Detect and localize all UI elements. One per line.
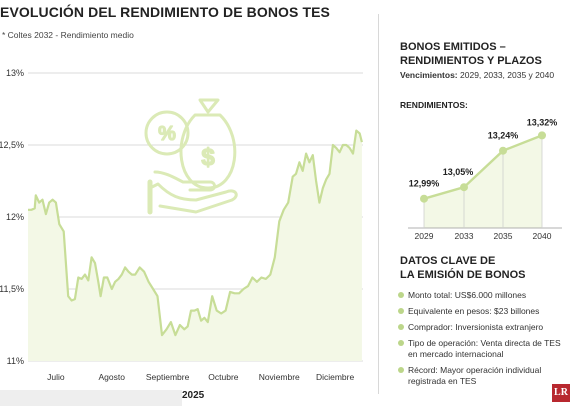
key-title-line1: DATOS CLAVE DE (400, 255, 496, 267)
key-title-line2: LA EMISIÓN DE BONOS (400, 269, 526, 281)
key-data-value: US$6.000 millones (454, 290, 527, 300)
chart-subtitle: * Coltes 2032 - Rendimiento medio (2, 30, 134, 40)
x-tick-label: Septiembre (146, 372, 190, 382)
page-title: EVOLUCIÓN DEL RENDIMIENTO DE BONOS TES (0, 4, 330, 20)
svg-text:%: % (158, 123, 176, 145)
year-label: 2025 (182, 390, 205, 401)
bullet-icon (398, 324, 404, 330)
side-point (460, 183, 468, 192)
bond-yields-chart: 12,99% 2029 13,05% 2033 13,24% 2035 13,32% 2040 (408, 117, 562, 241)
y-axis-ticks: 11% 11,5% 12% 12,5% 13% (0, 68, 24, 366)
bullet-icon (398, 292, 404, 298)
key-data-item: Comprador: Inversionista extranjero (398, 322, 570, 333)
maturities-value: 2029, 2033, 2035 y 2040 (460, 70, 555, 80)
yield-area (28, 130, 362, 361)
maturities-line: Vencimientos: 2029, 2033, 2035 y 2040 (400, 70, 554, 80)
side-title-line2: RENDIMIENTOS Y PLAZOS (400, 55, 542, 67)
money-bag-icon: % $ (144, 98, 238, 215)
key-data-value: Inversionista extranjero (455, 322, 544, 332)
yields-label: RENDIMIENTOS: (400, 100, 468, 110)
section-divider (378, 14, 379, 394)
yield-line (28, 129, 363, 337)
x-tick-label: Diciembre (316, 372, 355, 382)
chart-area-layer (28, 130, 362, 361)
y-tick-label: 12% (6, 212, 24, 222)
key-data-label: Tipo de operación: (408, 338, 481, 348)
x-tick-label: Noviembre (259, 372, 300, 382)
year-bar (0, 390, 182, 406)
key-data-title: DATOS CLAVE DE LA EMISIÓN DE BONOS (400, 254, 570, 282)
y-tick-label: 11,5% (0, 284, 24, 294)
side-x-label: 2035 (494, 231, 513, 241)
x-axis-ticks: Julio Agosto Septiembre Octubre Noviembre Dic… (47, 372, 354, 382)
key-data-list: Monto total: US$6.000 millones Equivalent… (398, 290, 570, 392)
side-point (499, 146, 507, 155)
side-area (424, 135, 542, 228)
key-data-label: Equivalente en pesos: (408, 306, 495, 316)
x-tick-label: Julio (47, 372, 65, 382)
svg-text:$: $ (201, 144, 215, 171)
y-tick-label: 13% (6, 68, 24, 78)
key-data-item: Récord: Mayor operación individual regis… (398, 365, 570, 387)
side-title-line1: BONOS EMITIDOS – (400, 41, 506, 53)
lr-logo: LR (552, 384, 570, 402)
key-data-value: $23 billones (494, 306, 540, 316)
side-data-label: 13,05% (443, 167, 474, 177)
side-x-label: 2040 (533, 231, 552, 241)
side-data-label: 12,99% (409, 179, 440, 189)
key-data-value: Mayor operación individual registrada en… (408, 365, 542, 386)
key-data-item: Equivalente en pesos: $23 billones (398, 306, 570, 317)
yield-evolution-chart: % $ 11% 11,5% 12% 12,5% 13% Julio Agosto Septi… (0, 68, 363, 382)
key-data-item: Monto total: US$6.000 millones (398, 290, 570, 301)
side-data-label: 13,32% (527, 117, 558, 127)
side-yield-line (423, 134, 543, 200)
y-tick-label: 11% (7, 356, 24, 366)
side-data-label: 13,24% (488, 131, 519, 141)
key-data-value: Venta directa de TES en mercado internac… (408, 338, 561, 359)
bullet-icon (398, 308, 404, 314)
chart-line-layer (28, 129, 363, 337)
y-tick-label: 12,5% (0, 140, 24, 150)
side-x-label: 2033 (455, 231, 474, 241)
side-title: BONOS EMITIDOS – RENDIMIENTOS Y PLAZOS (400, 40, 570, 68)
key-data-item: Tipo de operación: Venta directa de TES … (398, 338, 570, 360)
side-point (538, 131, 546, 140)
x-tick-label: Agosto (99, 372, 126, 382)
bullet-icon (398, 367, 404, 373)
x-tick-label: Octubre (208, 372, 239, 382)
bullet-icon (398, 340, 404, 346)
key-data-label: Récord: (408, 365, 441, 375)
side-point (420, 194, 428, 203)
maturities-label: Vencimientos: (400, 70, 458, 80)
side-x-label: 2029 (415, 231, 434, 241)
key-data-label: Comprador: (408, 322, 456, 332)
key-data-label: Monto total: (408, 290, 455, 300)
